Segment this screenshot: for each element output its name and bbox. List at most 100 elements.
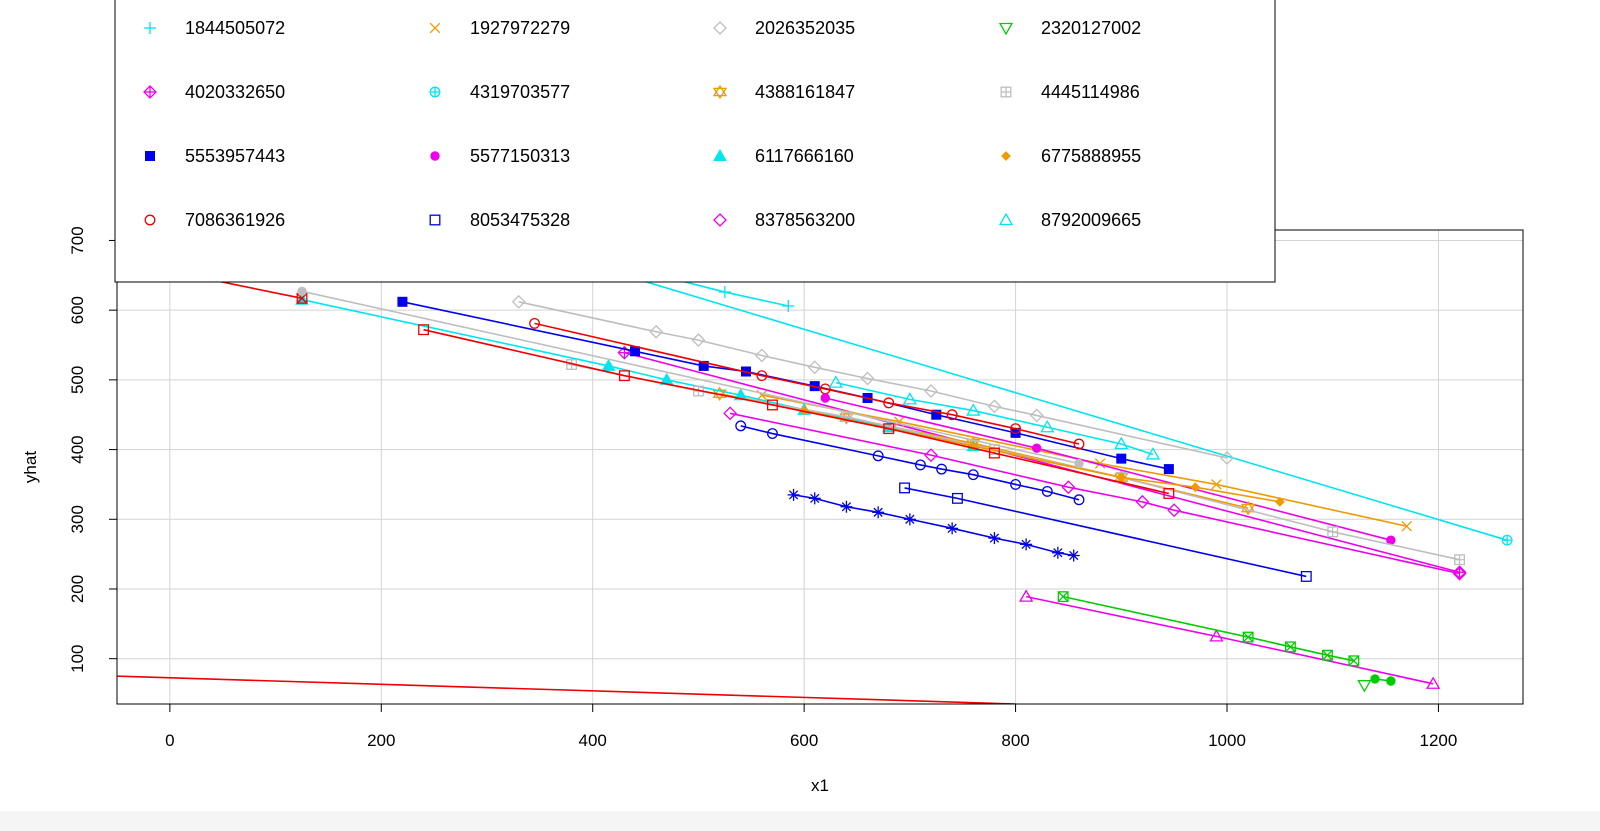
- data-point: [1357, 680, 1372, 693]
- legend-item: 8792009665: [998, 210, 1141, 230]
- data-point: [418, 324, 430, 336]
- data-point: [902, 392, 917, 405]
- series-unlabeled-24: [117, 675, 1016, 704]
- series-line: [301, 290, 1080, 465]
- legend-marker: [713, 21, 727, 35]
- data-point: [1019, 589, 1034, 602]
- data-point: [1135, 494, 1150, 509]
- data-point: [987, 399, 1002, 414]
- legend-item: 8378563200: [713, 210, 855, 230]
- data-point: [1284, 641, 1296, 653]
- legend-item: 5577150313: [430, 146, 570, 166]
- data-point: [872, 506, 885, 519]
- legend-marker: [145, 151, 155, 161]
- data-point: [735, 420, 747, 432]
- data-point: [946, 522, 959, 535]
- data-point: [1010, 423, 1022, 435]
- y-tick-label: 500: [68, 366, 87, 394]
- data-point: [1190, 482, 1201, 493]
- series-4020332650: [617, 345, 1467, 580]
- x-tick-label: 1000: [1208, 731, 1246, 750]
- y-tick-label: 700: [68, 226, 87, 254]
- data-point: [297, 286, 307, 297]
- data-point: [988, 532, 1001, 545]
- data-point: [698, 360, 709, 371]
- series-line: [1025, 595, 1434, 685]
- series-unlabeled-21: [1019, 589, 1441, 689]
- legend-label: 4020332650: [185, 82, 285, 102]
- data-point: [1426, 676, 1441, 689]
- window-bottom-strip: [0, 811, 1600, 831]
- legend-item: 6775888955: [1001, 146, 1141, 166]
- legend-label: 2026352035: [755, 18, 855, 38]
- legend-label: 8378563200: [755, 210, 855, 230]
- data-point: [1116, 453, 1127, 464]
- series-6775888955: [799, 405, 1285, 507]
- legend-label: 4388161847: [755, 82, 855, 102]
- series-layer: [117, 235, 1513, 704]
- series-8792009665: [828, 375, 1161, 460]
- data-point: [1114, 436, 1129, 450]
- x-axis-label: x1: [811, 776, 829, 795]
- data-point: [828, 375, 843, 388]
- x-tick-label: 800: [1001, 731, 1029, 750]
- legend-item: 2320127002: [998, 18, 1141, 38]
- legend-label: 4319703577: [470, 82, 570, 102]
- legend: 1844505072 4020332650 5553957443 7086361926…: [114, 0, 1276, 283]
- series-6117666160: [295, 292, 981, 452]
- data-point: [1163, 488, 1175, 499]
- data-point: [618, 370, 630, 382]
- series-line: [835, 381, 1154, 456]
- data-point: [1454, 554, 1466, 566]
- data-point: [1348, 655, 1360, 667]
- legend-marker: [712, 84, 728, 100]
- data-point: [754, 348, 769, 363]
- legend-item: 1927972279: [429, 18, 570, 38]
- data-point: [1067, 549, 1080, 562]
- series-line: [117, 675, 1016, 704]
- legend-item: 1844505072: [144, 18, 285, 38]
- data-point: [1057, 591, 1069, 603]
- data-point: [766, 399, 778, 411]
- series-unlabeled-23: [1370, 674, 1396, 686]
- data-point: [1029, 408, 1044, 423]
- legend-marker: [144, 214, 156, 226]
- legend-marker: [713, 148, 727, 161]
- legend-item: 4445114986: [1000, 82, 1140, 102]
- legend-marker: [144, 22, 156, 34]
- data-point: [601, 358, 616, 371]
- data-point: [1242, 631, 1254, 643]
- legend-marker: [998, 22, 1014, 36]
- series-unlabeled-22: [1057, 591, 1360, 667]
- legend-label: 1844505072: [185, 18, 285, 38]
- legend-marker: [1001, 151, 1011, 161]
- data-point: [649, 324, 664, 339]
- data-point: [988, 447, 1000, 459]
- legend-item: 7086361926: [144, 210, 285, 230]
- grid-lines: [117, 230, 1523, 704]
- legend-marker: [429, 86, 441, 98]
- x-tick-label: 200: [367, 731, 395, 750]
- data-point: [1116, 472, 1127, 483]
- data-point: [296, 292, 308, 304]
- data-point: [1074, 458, 1084, 469]
- data-point: [899, 482, 911, 494]
- data-point: [967, 469, 979, 481]
- data-point: [924, 384, 938, 398]
- data-point: [723, 406, 738, 421]
- data-point: [630, 346, 640, 357]
- data-point: [691, 333, 706, 348]
- data-point: [1073, 494, 1085, 506]
- data-point: [1327, 526, 1339, 538]
- data-point: [1274, 496, 1285, 507]
- legend-marker: [998, 212, 1014, 226]
- series-unlabeled-19: [735, 420, 1085, 506]
- series-line: [507, 239, 1508, 541]
- legend-label: 4445114986: [1041, 82, 1140, 102]
- data-point: [807, 360, 822, 375]
- legend-item: 4319703577: [429, 82, 570, 102]
- legend-label: 5553957443: [185, 146, 285, 166]
- data-point: [1040, 419, 1055, 433]
- data-point: [1061, 480, 1076, 495]
- legend-label: 8792009665: [1041, 210, 1141, 230]
